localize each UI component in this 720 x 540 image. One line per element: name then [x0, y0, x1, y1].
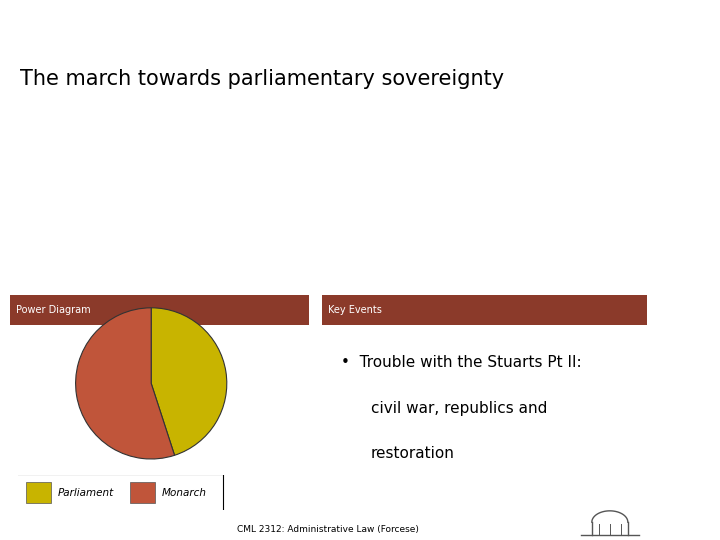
FancyBboxPatch shape	[12, 475, 223, 511]
FancyBboxPatch shape	[26, 482, 51, 503]
FancyBboxPatch shape	[10, 295, 309, 325]
Text: Parliament: Parliament	[58, 488, 114, 498]
Text: The march towards parliamentary sovereignty: The march towards parliamentary sovereig…	[19, 69, 504, 89]
Text: Power Diagram: Power Diagram	[17, 305, 91, 315]
Text: •  Trouble with the Stuarts Pt II:: • Trouble with the Stuarts Pt II:	[341, 355, 582, 370]
Text: Key Events: Key Events	[328, 305, 382, 315]
FancyBboxPatch shape	[322, 295, 647, 325]
Text: civil war, republics and: civil war, republics and	[371, 401, 547, 416]
FancyBboxPatch shape	[130, 482, 155, 503]
Wedge shape	[151, 308, 227, 455]
Text: restoration: restoration	[371, 446, 455, 461]
Text: Monarch: Monarch	[162, 488, 207, 498]
Text: SETTING THE STAGE: SETTING THE STAGE	[683, 92, 693, 211]
Text: The Public Law Setting: The Public Law Setting	[10, 15, 121, 24]
Text: CML 2312: Administrative Law (Forcese): CML 2312: Administrative Law (Forcese)	[238, 525, 419, 534]
Wedge shape	[76, 308, 174, 459]
